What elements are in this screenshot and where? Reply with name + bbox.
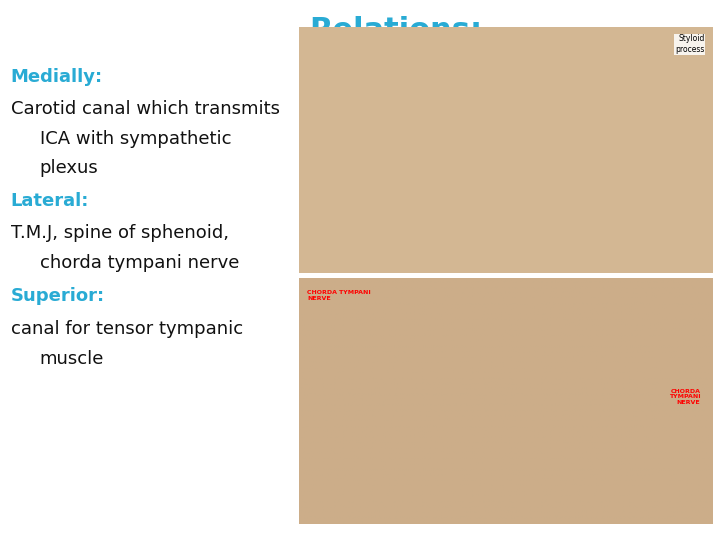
Text: CHORDA TYMPANI
NERVE: CHORDA TYMPANI NERVE <box>307 291 371 301</box>
Text: T.M.J, spine of sphenoid,: T.M.J, spine of sphenoid, <box>11 224 229 242</box>
Text: ICA with sympathetic: ICA with sympathetic <box>40 130 231 147</box>
Text: CHORDA
TYMPANI
NERVE: CHORDA TYMPANI NERVE <box>669 389 701 405</box>
Text: canal for tensor tympanic: canal for tensor tympanic <box>11 320 243 338</box>
Text: Lateral:: Lateral: <box>11 192 89 210</box>
Text: Relations:: Relations: <box>310 16 482 45</box>
Text: muscle: muscle <box>40 350 104 368</box>
Text: plexus: plexus <box>40 159 99 177</box>
Text: Carotid canal which transmits: Carotid canal which transmits <box>11 100 280 118</box>
Text: Styloid
process: Styloid process <box>675 35 704 54</box>
Text: chorda tympani nerve: chorda tympani nerve <box>40 254 239 272</box>
Text: Superior:: Superior: <box>11 287 105 305</box>
Text: Medially:: Medially: <box>11 68 103 85</box>
